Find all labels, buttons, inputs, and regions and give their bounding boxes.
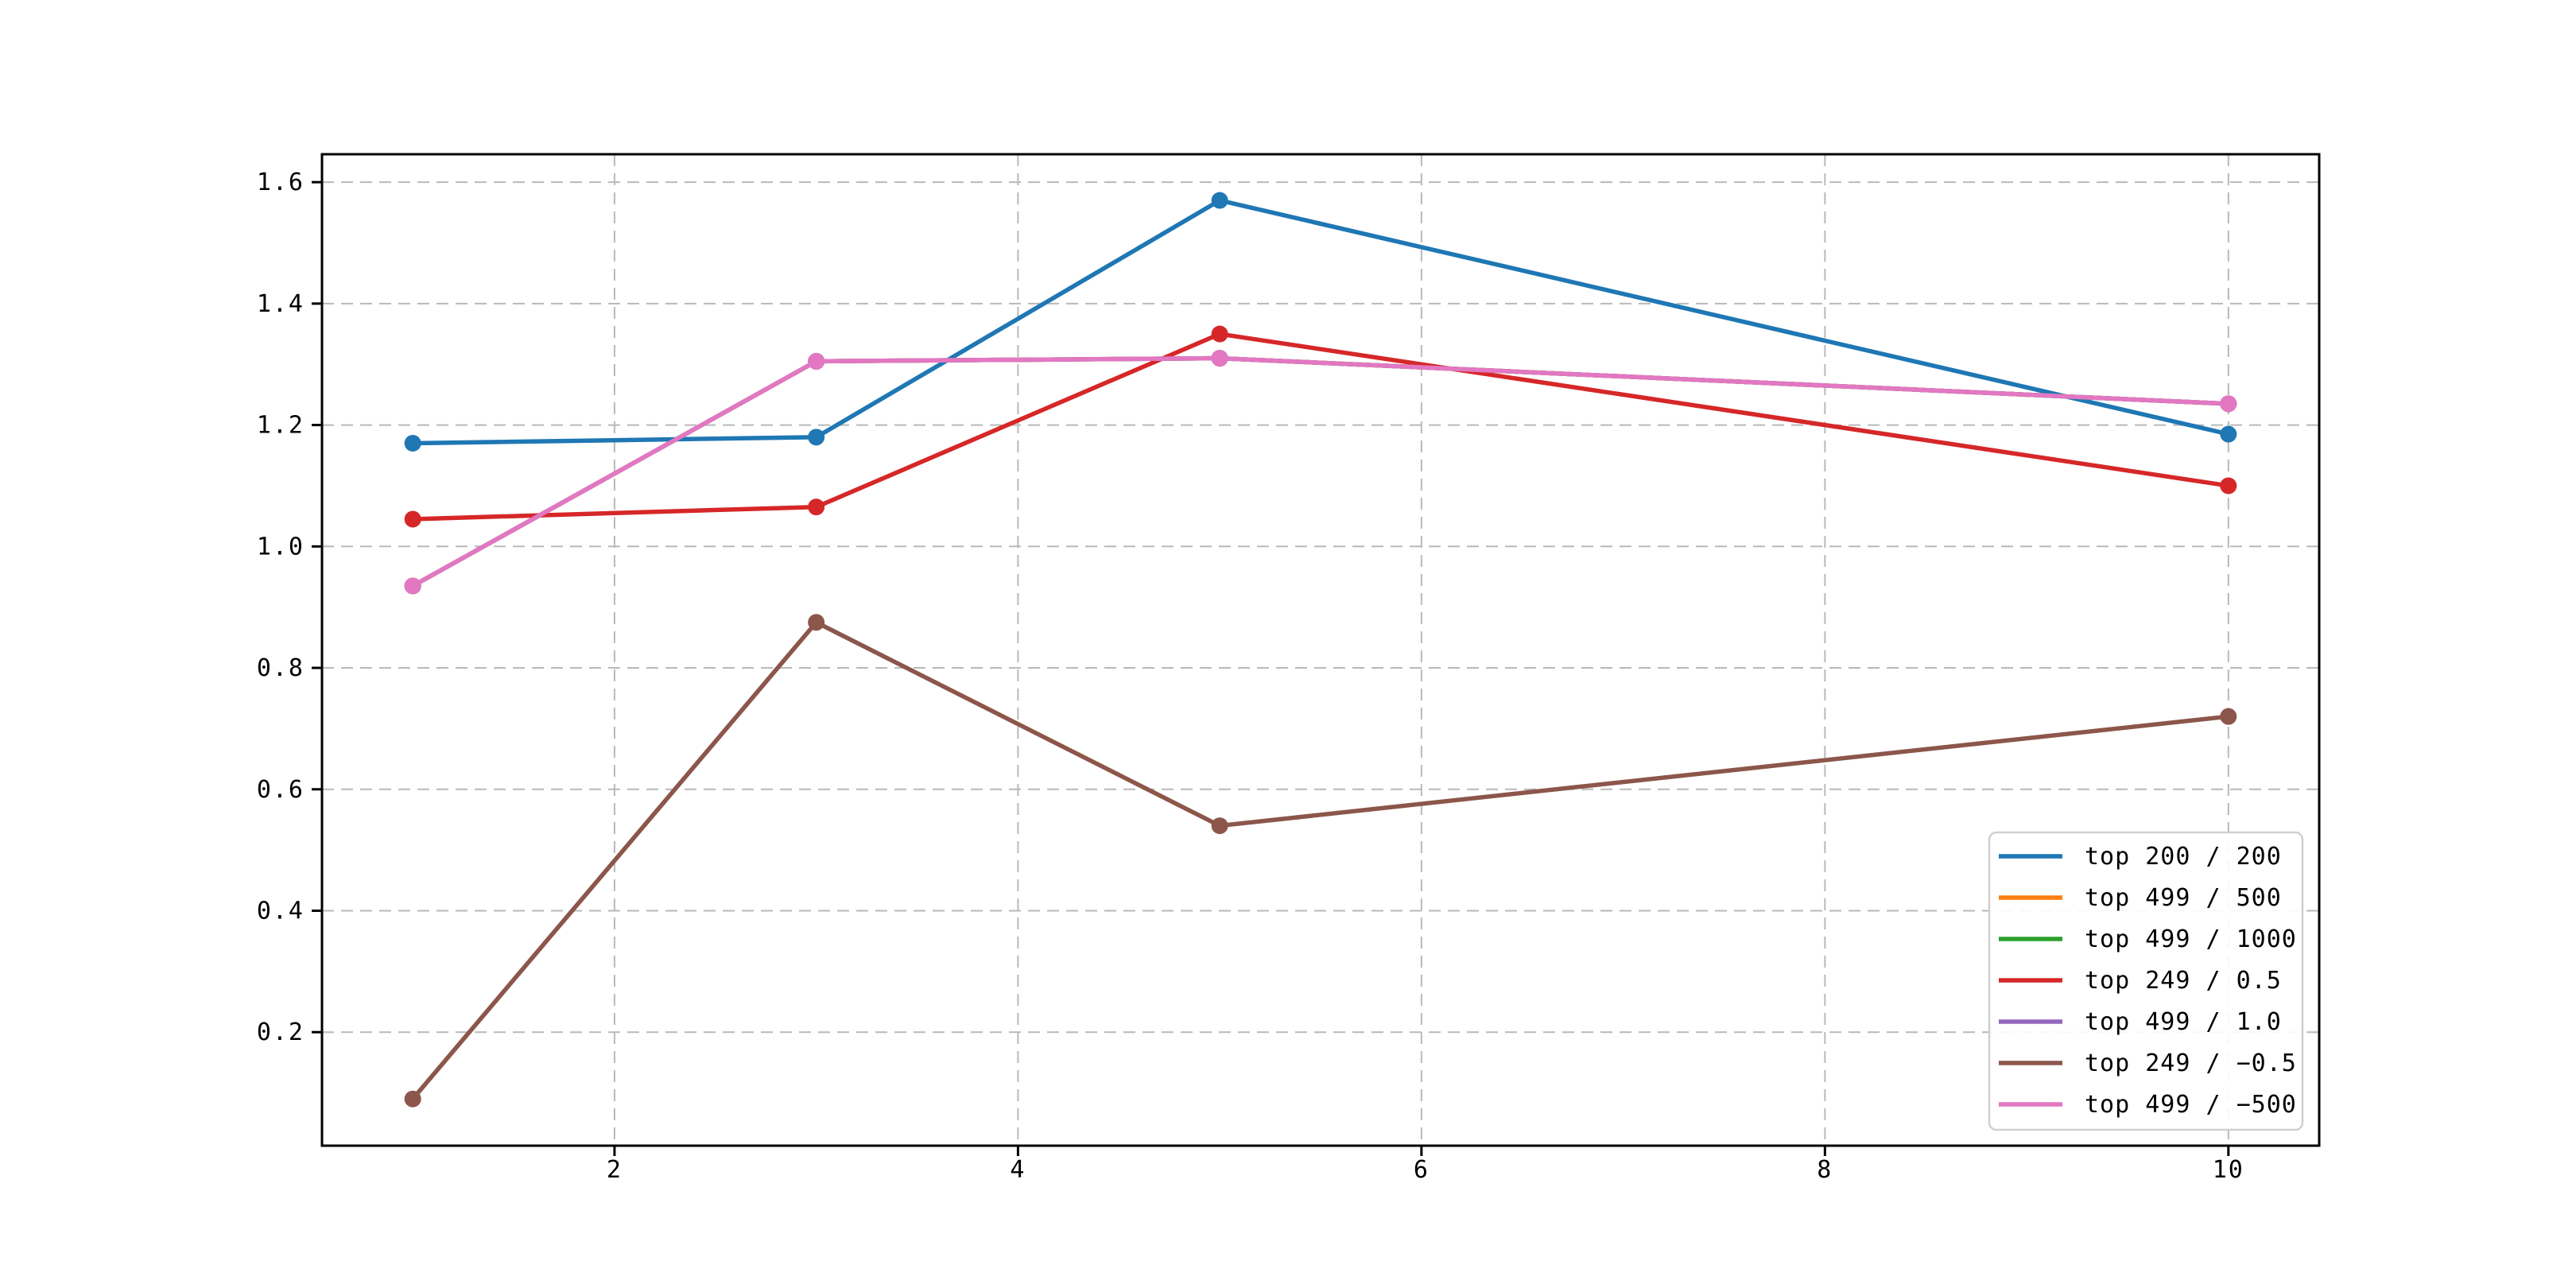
axes-spines bbox=[320, 153, 2321, 1147]
series-marker-top-249-0-5-x3 bbox=[808, 614, 825, 631]
x-tick-label-8: 8 bbox=[1817, 1156, 1833, 1184]
y-tick-label-0.2: 0.2 bbox=[257, 1018, 305, 1046]
y-tick-label-1.2: 1.2 bbox=[257, 412, 305, 440]
y-tick-label-0.8: 0.8 bbox=[257, 654, 305, 682]
series-marker-top-499-500-x10 bbox=[2220, 395, 2237, 413]
series-marker-top-200-200-x5 bbox=[1211, 192, 1228, 209]
y-tick-label-1.4: 1.4 bbox=[257, 290, 305, 318]
x-tick-label-10: 10 bbox=[2213, 1156, 2244, 1184]
legend-label-top-499-500: top 499 / 500 bbox=[2085, 884, 2282, 912]
plot-area bbox=[322, 154, 2319, 1146]
legend-label-top-249-0-5: top 249 / −0.5 bbox=[2085, 1049, 2297, 1077]
legend-box bbox=[1988, 831, 2304, 1131]
legend-label-top-499-1-0: top 499 / 1.0 bbox=[2085, 1008, 2282, 1036]
series-line-top-249-0-5 bbox=[410, 332, 2231, 522]
series-marker-top-249-0-5-x10 bbox=[2220, 477, 2237, 495]
series-line-top-249-0-5 bbox=[410, 620, 2231, 1101]
legend-label-top-499-1000: top 499 / 1000 bbox=[2085, 925, 2297, 953]
x-tick-label-2: 2 bbox=[607, 1156, 623, 1184]
series-marker-top-249-0-5-x1 bbox=[404, 1090, 421, 1108]
y-tick-label-0.6: 0.6 bbox=[257, 776, 305, 804]
series-marker-top-200-200-x10 bbox=[2220, 425, 2237, 443]
y-tick-label-1.0: 1.0 bbox=[257, 533, 305, 561]
legend-label-top-249-0-5: top 249 / 0.5 bbox=[2085, 967, 2282, 995]
series-marker-top-249-0-5-x10 bbox=[2220, 708, 2237, 725]
x-tick-label-4: 4 bbox=[1010, 1156, 1026, 1184]
series-marker-top-499-500-x5 bbox=[1211, 350, 1228, 367]
x-tick-label-6: 6 bbox=[1414, 1156, 1430, 1184]
series-marker-top-249-0-5-x5 bbox=[1211, 325, 1228, 343]
series-marker-top-249-0-5-x1 bbox=[404, 510, 421, 528]
series-line-top-200-200 bbox=[410, 198, 2231, 446]
series-line-top-499-500 bbox=[410, 355, 2231, 588]
series-marker-top-200-200-x3 bbox=[808, 429, 825, 446]
series-marker-top-499-500-x3 bbox=[808, 352, 825, 370]
y-tick-label-1.6: 1.6 bbox=[257, 169, 305, 196]
series-marker-top-249-0-5-x3 bbox=[808, 499, 825, 516]
series-marker-top-499-500-x1 bbox=[404, 577, 421, 595]
y-tick-label-0.4: 0.4 bbox=[257, 897, 305, 925]
legend-label-top-499-500: top 499 / −500 bbox=[2085, 1091, 2297, 1119]
legend-label-top-200-200: top 200 / 200 bbox=[2085, 843, 2282, 871]
series-marker-top-200-200-x1 bbox=[404, 434, 421, 452]
series-marker-top-249-0-5-x5 bbox=[1211, 817, 1228, 835]
